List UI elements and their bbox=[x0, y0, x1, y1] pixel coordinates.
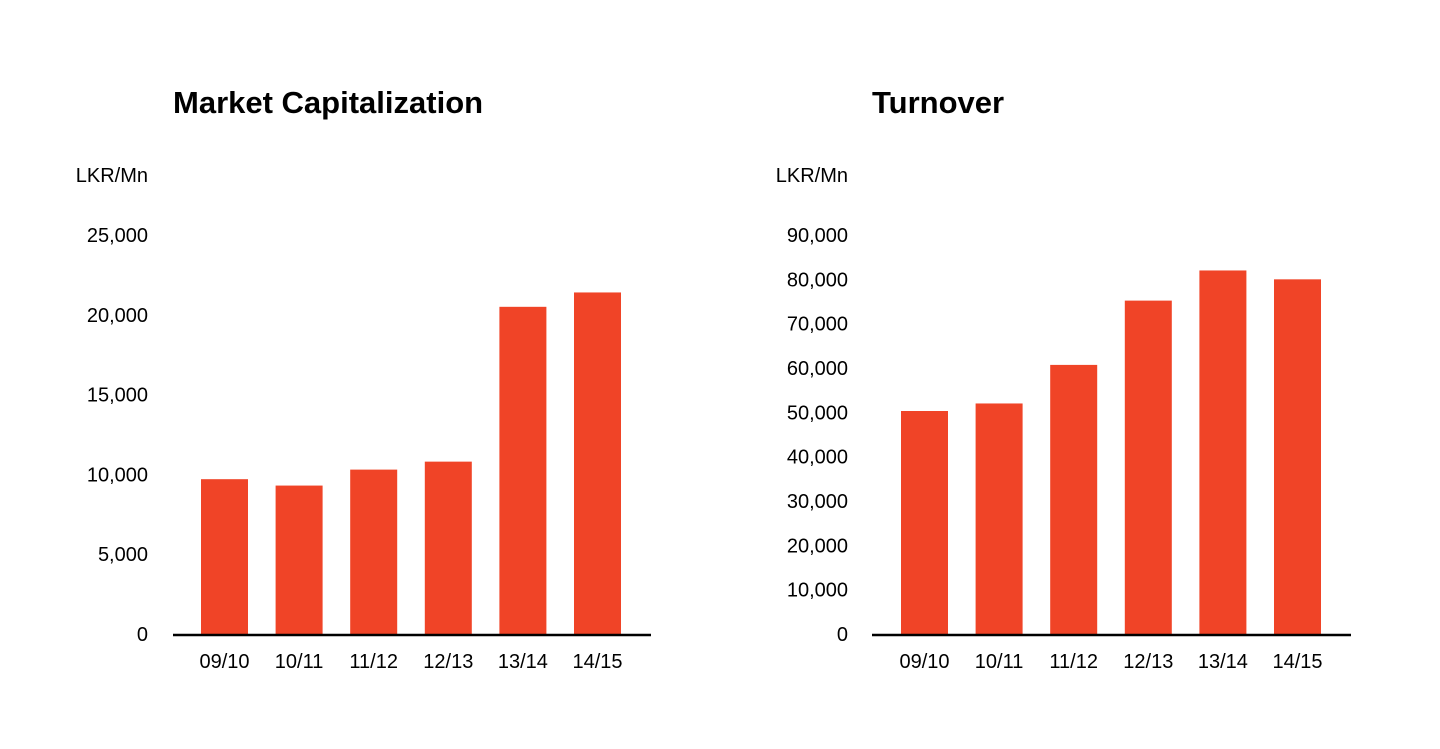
y-tick-label: 20,000 bbox=[787, 535, 848, 557]
y-axis-ticks: 0 5,000 10,000 15,000 20,000 25,000 bbox=[87, 225, 148, 646]
bar-10-11 bbox=[975, 403, 1023, 634]
bar-11-12 bbox=[1050, 364, 1098, 634]
y-tick-label: 90,000 bbox=[787, 225, 848, 247]
y-tick-label: 40,000 bbox=[787, 447, 848, 469]
x-tick-label: 11/12 bbox=[349, 651, 398, 673]
x-tick-label: 10/11 bbox=[975, 651, 1024, 673]
chart-title: Turnover bbox=[872, 85, 1004, 120]
chart-title: Market Capitalization bbox=[173, 85, 483, 120]
y-axis-ticks: 0 10,000 20,000 30,000 40,000 50,000 60,000 70,… bbox=[787, 225, 848, 646]
bar-11-12 bbox=[350, 469, 398, 634]
y-tick-label: 0 bbox=[137, 624, 148, 646]
x-tick-label: 09/10 bbox=[199, 651, 249, 673]
x-tick-label: 12/13 bbox=[1123, 651, 1173, 673]
bar-09-10 bbox=[201, 479, 248, 634]
x-tick-label: 13/14 bbox=[498, 651, 548, 673]
x-axis-tick-labels: 09/10 10/11 11/12 12/13 13/14 14/15 bbox=[199, 651, 622, 673]
y-axis-unit-label: LKR/Mn bbox=[76, 165, 148, 187]
y-tick-label: 0 bbox=[837, 624, 848, 646]
x-tick-label: 13/14 bbox=[1198, 651, 1248, 673]
y-axis-unit-label: LKR/Mn bbox=[776, 165, 848, 187]
y-tick-label: 60,000 bbox=[787, 358, 848, 380]
bar-09-10 bbox=[901, 411, 948, 634]
x-tick-label: 09/10 bbox=[899, 651, 949, 673]
x-tick-label: 14/15 bbox=[1272, 651, 1322, 673]
x-tick-label: 11/12 bbox=[1049, 651, 1098, 673]
x-tick-label: 10/11 bbox=[275, 651, 324, 673]
bar-10-11 bbox=[275, 485, 323, 634]
y-tick-label: 15,000 bbox=[87, 385, 148, 407]
market-capitalization-chart: Market Capitalization LKR/Mn 0 5,000 10,00… bbox=[76, 85, 651, 673]
x-axis-tick-labels: 09/10 10/11 11/12 12/13 13/14 14/15 bbox=[899, 651, 1322, 673]
turnover-chart: Turnover LKR/Mn 0 10,000 20,000 30,000 40,00… bbox=[776, 85, 1351, 673]
bar-14-15 bbox=[574, 292, 621, 634]
bar-12-13 bbox=[1124, 300, 1172, 634]
y-tick-label: 5,000 bbox=[98, 544, 148, 566]
y-tick-label: 10,000 bbox=[787, 580, 848, 602]
y-tick-label: 10,000 bbox=[87, 464, 148, 486]
bars bbox=[901, 270, 1321, 634]
y-tick-label: 50,000 bbox=[787, 402, 848, 424]
y-tick-label: 30,000 bbox=[787, 491, 848, 513]
bar-13-14 bbox=[1199, 270, 1247, 634]
x-tick-label: 14/15 bbox=[572, 651, 622, 673]
y-tick-label: 80,000 bbox=[787, 269, 848, 291]
y-tick-label: 25,000 bbox=[87, 225, 148, 247]
bar-14-15 bbox=[1274, 279, 1321, 634]
y-tick-label: 20,000 bbox=[87, 305, 148, 327]
bar-12-13 bbox=[424, 461, 472, 634]
bar-13-14 bbox=[499, 306, 547, 634]
y-tick-label: 70,000 bbox=[787, 314, 848, 336]
bars bbox=[201, 292, 621, 634]
x-tick-label: 12/13 bbox=[423, 651, 473, 673]
